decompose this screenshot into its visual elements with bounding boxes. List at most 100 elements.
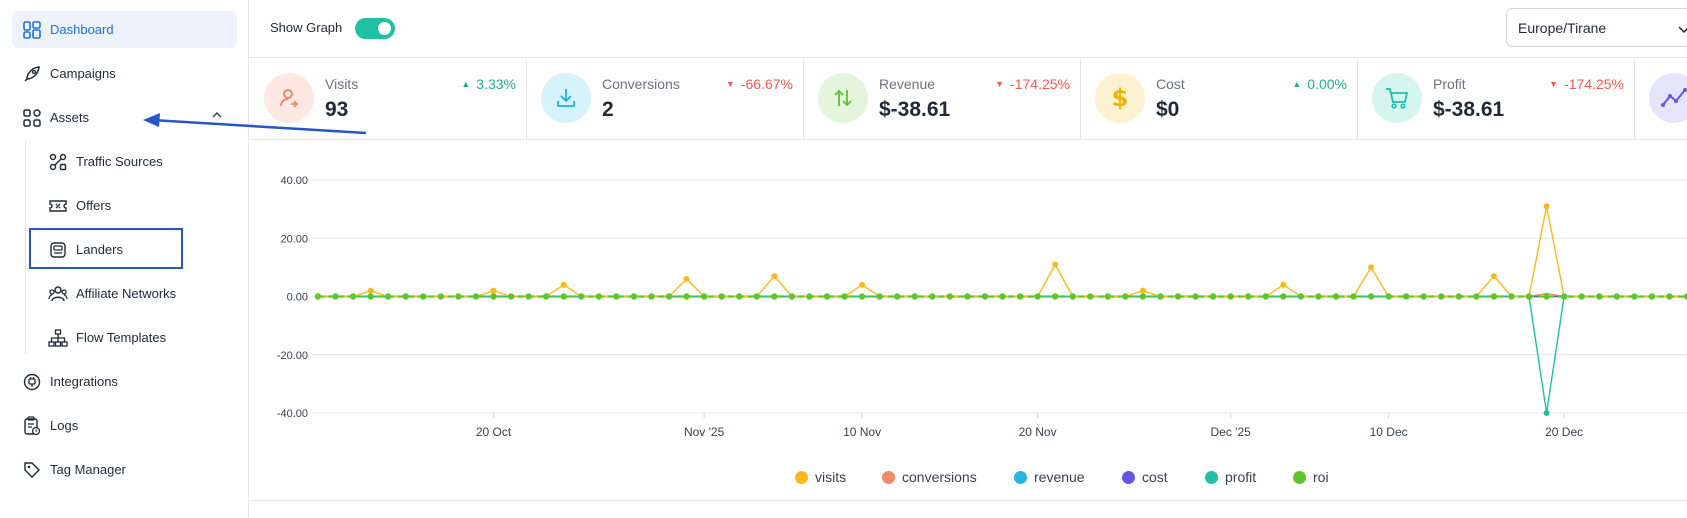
data-point-roi (736, 293, 743, 300)
metrics-bar: Visits 93 ▲ 3.33% Conversions 2 ▼ -66.67% … (250, 58, 1687, 140)
metric-change: ▲ 3.33% (461, 76, 516, 92)
chevron-up-icon[interactable] (211, 109, 223, 124)
metric-roi[interactable] (1635, 58, 1687, 140)
legend-label: roi (1313, 469, 1329, 485)
sidebar-item-integrations[interactable]: Integrations (12, 363, 237, 400)
plug-icon (22, 372, 42, 392)
line-chart: 40.00 20.00 0.00 -20.00 -40.00 20 Oct Nov '25 1… (277, 175, 1687, 439)
triangle-down-icon: ▼ (1549, 79, 1559, 89)
sidebar-item-label: Integrations (50, 374, 118, 389)
x-tick-label: Dec '25 (1211, 425, 1252, 439)
metric-profit[interactable]: Profit $-38.61 ▼ -174.25% (1358, 58, 1635, 140)
data-point-roi (893, 293, 901, 300)
metric-change-value: -174.25% (1564, 76, 1624, 92)
data-point-roi (771, 293, 778, 300)
sidebar-item-dashboard[interactable]: Dashboard (12, 11, 237, 48)
series-line-visits (318, 206, 1687, 298)
sidebar-item-landers[interactable]: Landers (38, 231, 233, 268)
cart-icon (1372, 73, 1422, 123)
metric-conversions[interactable]: Conversions 2 ▼ -66.67% (527, 58, 804, 140)
sidebar-item-offers[interactable]: Offers (38, 187, 233, 224)
data-point-roi (1596, 293, 1603, 300)
sidebar-item-label: Assets (50, 110, 90, 125)
metric-revenue[interactable]: Revenue $-38.61 ▼ -174.25% (804, 58, 1081, 140)
metric-cost[interactable]: $ Cost $0 ▲ 0.00% (1081, 58, 1358, 140)
data-point-roi (1578, 293, 1585, 300)
sidebar-item-label: Flow Templates (76, 330, 167, 345)
toggle-knob (378, 22, 391, 35)
metric-visits[interactable]: Visits 93 ▲ 3.33% (250, 58, 527, 140)
data-point-roi (332, 293, 339, 300)
x-tick-label: 20 Nov (1019, 425, 1057, 439)
data-point-roi (385, 293, 392, 300)
sidebar-item-label: Traffic Sources (76, 154, 163, 169)
data-point-roi (437, 293, 445, 300)
section-divider (250, 500, 1687, 501)
metric-change-value: 0.00% (1307, 76, 1347, 92)
data-point-roi (981, 293, 989, 300)
show-graph-label: Show Graph (270, 20, 343, 35)
data-point-roi (1438, 293, 1445, 300)
legend-visits[interactable]: visits (795, 469, 846, 485)
data-point-roi (788, 293, 796, 300)
data-point-roi (1069, 293, 1076, 300)
legend-conversions[interactable]: conversions (882, 469, 977, 485)
y-tick-label: -20.00 (277, 350, 308, 362)
metric-label: Conversions (602, 76, 680, 92)
timezone-select[interactable]: Europe/Tirane (1506, 8, 1687, 47)
triangle-up-icon: ▲ (461, 79, 471, 89)
data-point-roi (367, 293, 374, 300)
sidebar-item-assets[interactable]: Assets (12, 99, 237, 136)
data-point-roi (823, 293, 831, 300)
data-point-roi (806, 293, 813, 300)
legend-label: visits (815, 469, 847, 485)
tag-icon (22, 460, 42, 480)
download-icon (541, 73, 591, 123)
ticket-icon (48, 196, 68, 216)
data-point-roi (1227, 293, 1234, 300)
chart-area: 40.00 20.00 0.00 -20.00 -40.00 20 Oct Nov '25 1… (250, 140, 1687, 500)
topbar: Show Graph Europe/Tirane (250, 0, 1687, 58)
metric-label: Visits (325, 76, 359, 92)
trend-icon (1649, 73, 1687, 123)
sidebar-item-campaigns[interactable]: Campaigns (12, 55, 237, 92)
sidebar-item-tag-manager[interactable]: Tag Manager (12, 451, 237, 488)
sidebar-item-logs[interactable]: Logs (12, 407, 237, 444)
metric-value: 2 (602, 98, 614, 121)
sidebar-item-affiliate-networks[interactable]: Affiliate Networks (38, 275, 233, 312)
data-point-roi (1455, 293, 1463, 300)
data-point-roi (455, 293, 462, 300)
data-point-roi (1473, 293, 1480, 300)
data-point-visits (1139, 287, 1146, 294)
data-point-roi (1139, 293, 1147, 300)
data-point-visits (1543, 203, 1550, 210)
data-point-roi (595, 293, 603, 300)
legend-revenue[interactable]: revenue (1014, 469, 1085, 485)
legend-dot (1205, 470, 1218, 484)
lander-icon (48, 240, 68, 260)
metric-label: Profit (1433, 76, 1466, 92)
sidebar-item-flow-templates[interactable]: Flow Templates (38, 319, 233, 356)
data-point-roi (999, 293, 1006, 300)
data-point-roi (349, 293, 357, 300)
metric-change: ▲ 0.00% (1292, 76, 1347, 92)
data-point-roi (1087, 293, 1094, 300)
legend-roi[interactable]: roi (1293, 469, 1329, 485)
triangle-down-icon: ▼ (995, 79, 1005, 89)
legend-cost[interactable]: cost (1122, 469, 1168, 485)
data-point-roi (718, 293, 725, 300)
data-point-roi (578, 293, 585, 300)
y-tick-label: 40.00 (280, 175, 308, 187)
data-point-roi (1385, 293, 1392, 300)
x-tick-label: 10 Nov (843, 425, 881, 439)
sidebar-item-label: Dashboard (50, 22, 114, 37)
x-tick-label: Nov '25 (684, 425, 725, 439)
landers-highlight-box (29, 228, 183, 269)
legend-label: conversions (902, 469, 977, 485)
legend-profit[interactable]: profit (1205, 469, 1256, 485)
data-point-roi (1280, 293, 1287, 300)
sidebar-item-traffic-sources[interactable]: Traffic Sources (38, 143, 233, 180)
show-graph-toggle[interactable] (355, 18, 395, 39)
data-point-roi (1157, 293, 1164, 300)
